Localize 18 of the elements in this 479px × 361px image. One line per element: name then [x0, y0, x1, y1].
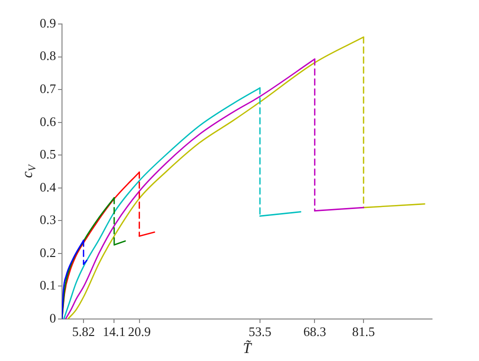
y-tick-label: 0.6	[40, 114, 56, 129]
x-tick-label: 5.82	[72, 324, 95, 340]
y-tick-label: 0.2	[40, 244, 56, 260]
y-tick-label: 0	[50, 310, 56, 326]
x-tick-label: 20.9	[128, 324, 151, 340]
x-tick-label: 68.3	[303, 324, 326, 340]
x-tick-label: 53.5	[248, 324, 272, 340]
x-axis-title: T̃	[242, 340, 253, 357]
y-tick-label: 0.7	[40, 80, 56, 96]
y-tick-label: 0.9	[40, 15, 56, 30]
y-tick-label: 0.1	[40, 278, 56, 293]
y-axis-title: cV	[20, 163, 38, 178]
y-tick-label: 0.5	[40, 146, 56, 162]
y-tick-label: 0.8	[40, 48, 56, 64]
y-tick-label: 0.3	[40, 212, 56, 228]
y-tick-label: 0.4	[40, 179, 56, 194]
x-tick-label: 81.5	[352, 324, 375, 340]
x-tick-label: 14.1	[102, 324, 126, 340]
